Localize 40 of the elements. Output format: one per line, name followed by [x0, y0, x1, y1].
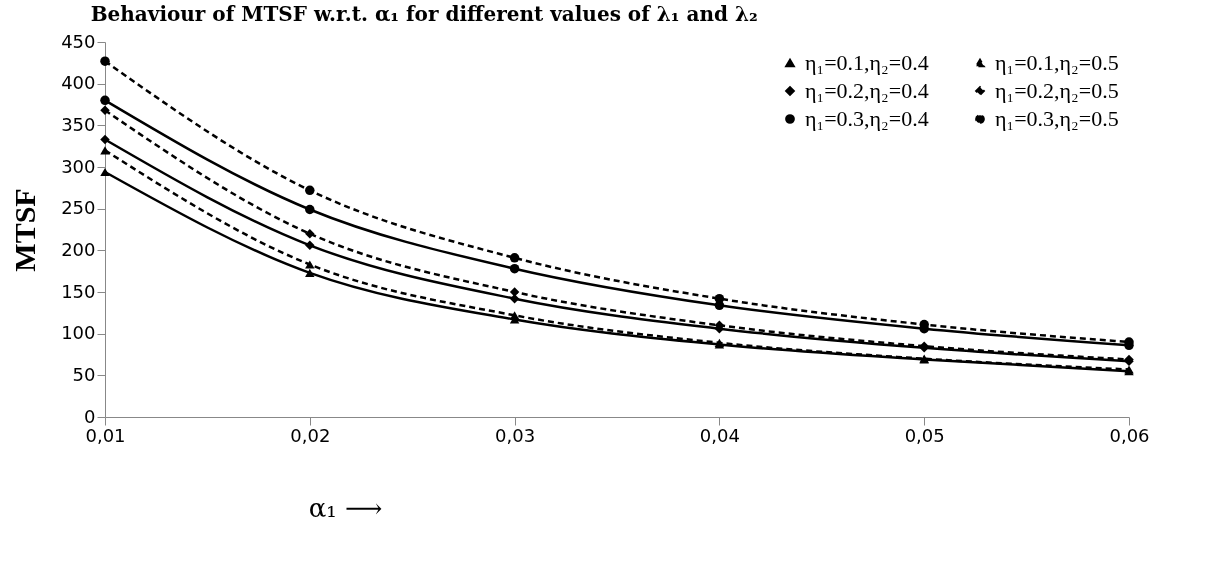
legend-label: η₁=0.3,η₂=0.4	[805, 106, 929, 131]
x-tick-label: 0,02	[290, 424, 331, 446]
x-tick-label: 0,03	[495, 424, 536, 446]
y-tick-label: 0	[84, 405, 96, 427]
point	[100, 167, 110, 177]
x-tick-label: 0,04	[699, 424, 740, 446]
point	[305, 204, 315, 215]
point	[509, 263, 520, 274]
legend-label: η₁=0.1,η₂=0.4	[805, 50, 929, 75]
y-tick-label: 350	[61, 113, 96, 135]
y-tick-label: 50	[72, 363, 96, 385]
point	[305, 260, 315, 269]
point	[100, 105, 110, 116]
point	[305, 268, 315, 277]
point	[305, 228, 315, 239]
legend-label: η₁=0.2,η₂=0.5	[995, 78, 1119, 103]
y-tick-label: 450	[61, 30, 96, 52]
legend-label: η₁=0.3,η₂=0.5	[995, 106, 1119, 131]
point	[100, 134, 110, 145]
chart-title: Behaviour of MTSF w.r.t. α₁ for different values of λ₁ and λ₂	[90, 2, 758, 26]
y-axis-title: MTSF	[8, 188, 42, 272]
legend-label: η₁=0.1,η₂=0.5	[995, 50, 1119, 75]
point	[100, 56, 110, 66]
y-tick-label: 300	[61, 155, 96, 177]
x-tick-label: 0,06	[1109, 424, 1150, 446]
point	[305, 240, 315, 251]
point	[305, 185, 315, 196]
x-axis-title: α₁ ⟶	[308, 492, 383, 523]
point	[509, 287, 520, 297]
y-tick-label: 150	[61, 280, 96, 302]
point	[100, 95, 110, 106]
y-tick-label: 250	[61, 197, 96, 219]
y-tick-label: 400	[61, 72, 96, 94]
y-tick-label: 200	[61, 238, 96, 260]
legend-label: η₁=0.2,η₂=0.4	[805, 78, 929, 103]
x-tick-label: 0,01	[85, 424, 126, 446]
point	[509, 253, 520, 263]
x-tick-label: 0,05	[904, 424, 945, 446]
point	[509, 311, 520, 320]
y-tick-label: 100	[61, 322, 96, 344]
